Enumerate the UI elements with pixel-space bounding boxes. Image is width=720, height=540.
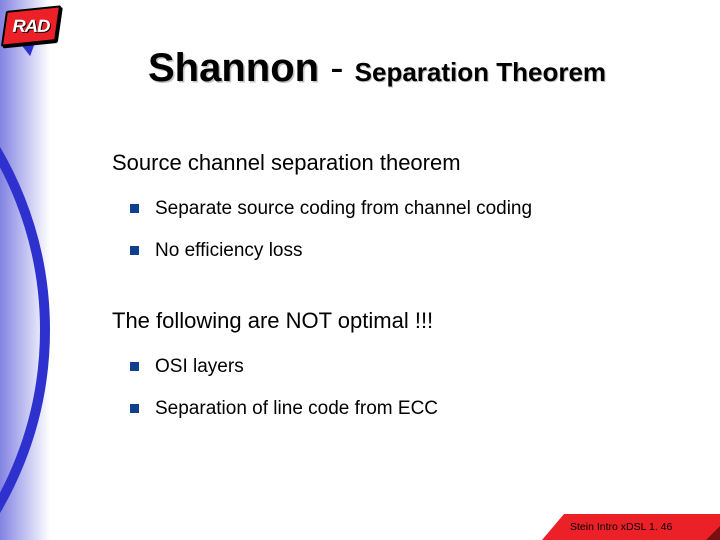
bullet-text: No efficiency loss xyxy=(155,240,303,262)
bullet-text: OSI layers xyxy=(155,356,244,378)
list-item: Separation of line code from ECC xyxy=(130,398,672,420)
decorative-arc xyxy=(0,0,50,540)
bullet-text: Separate source coding from channel codi… xyxy=(155,198,532,220)
list-item: Separate source coding from channel codi… xyxy=(130,198,672,220)
slide: RAD Shannon - Separation Theorem Source … xyxy=(0,0,720,540)
bullet-icon xyxy=(130,362,139,371)
slide-title: Shannon - Separation Theorem xyxy=(148,46,688,91)
title-separator: - xyxy=(319,46,355,90)
section-heading-2: The following are NOT optimal !!! xyxy=(112,308,672,334)
bullet-icon xyxy=(130,404,139,413)
list-item: No efficiency loss xyxy=(130,240,672,262)
footer-text: Stein Intro xDSL 1. 46 xyxy=(570,521,672,533)
footer-bar: Stein Intro xDSL 1. 46 xyxy=(0,514,720,540)
bullet-text: Separation of line code from ECC xyxy=(155,398,438,420)
rad-logo: RAD xyxy=(1,5,61,46)
section-heading-1: Source channel separation theorem xyxy=(112,150,672,176)
title-sub: Separation Theorem xyxy=(355,57,606,87)
bullet-icon xyxy=(130,204,139,213)
footer-strip: Stein Intro xDSL 1. 46 xyxy=(564,514,720,540)
title-main: Shannon xyxy=(148,46,319,90)
rad-logo-text: RAD xyxy=(12,16,49,37)
corner-fold-icon xyxy=(706,526,720,540)
list-item: OSI layers xyxy=(130,356,672,378)
spacer xyxy=(112,282,672,308)
slide-body: Source channel separation theorem Separa… xyxy=(112,150,672,440)
bullet-icon xyxy=(130,246,139,255)
